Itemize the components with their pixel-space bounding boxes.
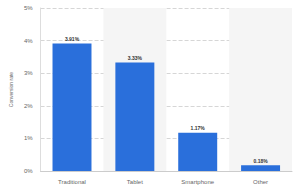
- svg-text:Tablet: Tablet: [127, 179, 143, 185]
- svg-text:Smartphone: Smartphone: [181, 179, 214, 185]
- svg-text:Conversion rate: Conversion rate: [8, 72, 14, 108]
- svg-text:3.91%: 3.91%: [65, 36, 80, 42]
- svg-text:4%: 4%: [24, 38, 33, 44]
- svg-text:Other: Other: [253, 179, 268, 185]
- svg-text:5%: 5%: [24, 5, 33, 11]
- svg-text:3.33%: 3.33%: [128, 55, 143, 61]
- svg-text:1%: 1%: [24, 135, 33, 141]
- svg-text:Traditional: Traditional: [58, 179, 86, 185]
- svg-text:1.17%: 1.17%: [191, 125, 206, 131]
- svg-text:2%: 2%: [24, 103, 33, 109]
- svg-text:0.18%: 0.18%: [253, 158, 268, 164]
- svg-text:0%: 0%: [24, 168, 33, 174]
- svg-text:3%: 3%: [24, 70, 33, 76]
